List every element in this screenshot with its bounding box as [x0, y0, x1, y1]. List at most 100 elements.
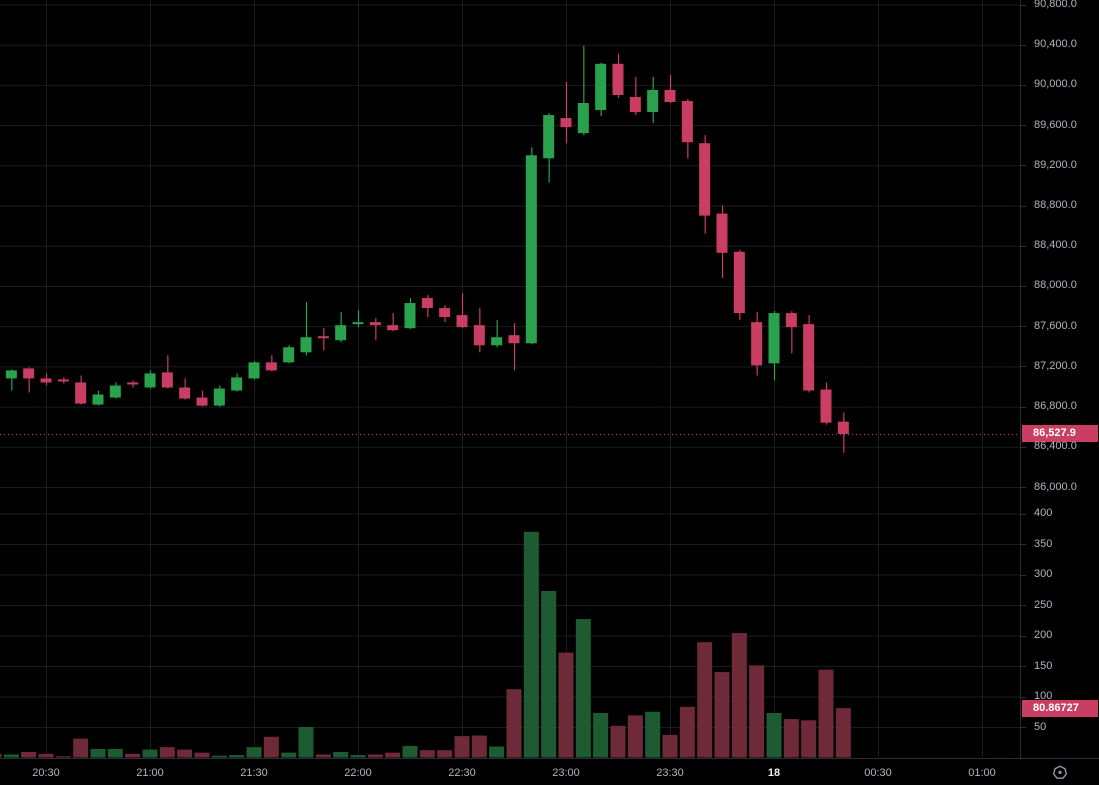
axis-label: 88,800.0 [1034, 199, 1077, 212]
axis-tick [1021, 487, 1026, 488]
volume-bar [523, 531, 539, 758]
axis-tick [1021, 605, 1026, 606]
candle [283, 347, 295, 363]
volume-bar [367, 754, 383, 758]
volume-bar [627, 715, 643, 758]
candle [404, 303, 416, 329]
axis-label: 86,800.0 [1034, 400, 1077, 413]
volume-bar [142, 749, 158, 758]
last-volume-tag: 80.86727 [1022, 699, 1098, 717]
candle [733, 251, 745, 314]
candle [803, 324, 815, 391]
axis-label: 50 [1034, 720, 1047, 733]
volume-bar [766, 712, 782, 758]
axis-label: 87,200.0 [1034, 359, 1077, 372]
volume-bar [818, 669, 834, 758]
candle [92, 394, 104, 405]
time-axis-label: 22:30 [448, 767, 476, 779]
candle [369, 322, 381, 326]
candle [75, 382, 87, 404]
volume-bar [731, 633, 747, 758]
axis-label: 88,000.0 [1034, 279, 1077, 292]
volume-bar [679, 706, 695, 758]
axis-tick [1021, 635, 1026, 637]
volume-bar [801, 720, 817, 758]
candle [647, 89, 659, 113]
candle [577, 103, 589, 134]
candle [785, 313, 797, 328]
candle [751, 322, 763, 366]
axis-tick [1021, 165, 1026, 167]
volume-bar [211, 755, 227, 758]
axis-label: 87,600.0 [1034, 319, 1077, 332]
volume-bar [489, 746, 505, 758]
volume-bar [662, 734, 678, 758]
candle [23, 368, 35, 379]
candle [421, 298, 433, 309]
axis-tick [1021, 4, 1026, 6]
axis-label: 100 [1034, 690, 1053, 702]
chart-canvas[interactable] [0, 0, 1020, 758]
candle [768, 313, 780, 364]
axis-label: 200 [1034, 629, 1053, 641]
volume-bar [21, 752, 37, 758]
volume-bar [506, 689, 522, 758]
candle [248, 362, 260, 379]
axis-tick [1021, 727, 1026, 728]
axis-label: 350 [1034, 537, 1053, 550]
time-axis-label: 01:00 [968, 767, 996, 779]
candle [127, 382, 139, 385]
axis-label: 89,600.0 [1034, 118, 1077, 131]
candle [664, 89, 676, 103]
candle [300, 337, 312, 353]
volume-bar [541, 590, 557, 758]
volume-bar [350, 755, 366, 758]
axis-tick [1021, 666, 1026, 667]
time-axis[interactable]: 20:30 21:00 21:30 22:00 22:30 23:00 23:30 18 00:… [0, 758, 1099, 785]
axis-tick [1021, 574, 1026, 576]
volume-bar [125, 753, 141, 758]
candle [491, 337, 503, 346]
axis-tick [1021, 245, 1026, 247]
volume-bar [194, 752, 210, 758]
price-axis[interactable]: 86,527.9 80.86727 90,800.0 90,400.0 90,000… [1020, 0, 1099, 758]
axis-label: 250 [1034, 598, 1053, 611]
volume-bar [107, 748, 123, 758]
candle [196, 397, 208, 406]
candle [265, 362, 277, 371]
volume-bar [437, 750, 453, 758]
time-axis-settings-icon[interactable] [1050, 763, 1070, 783]
axis-tick [1021, 44, 1026, 46]
time-axis-label: 20:30 [32, 767, 60, 779]
time-axis-label: 23:30 [656, 767, 684, 779]
time-axis-label: 00:30 [864, 767, 892, 779]
time-axis-label: 22:00 [344, 767, 372, 779]
candle [40, 378, 52, 383]
candle [699, 143, 711, 216]
candle [109, 385, 121, 398]
volume-bar [246, 747, 262, 758]
axis-label: 89,200.0 [1034, 158, 1077, 171]
candle [335, 325, 347, 341]
axis-label: 150 [1034, 659, 1053, 672]
volume-bar [593, 712, 609, 758]
candle [595, 63, 607, 111]
volume-bar [177, 749, 193, 758]
volume-bar [55, 756, 71, 758]
volume-bar [402, 745, 418, 758]
candle [543, 115, 555, 159]
volume-bar [298, 727, 314, 758]
axis-label: 90,000.0 [1034, 78, 1077, 91]
volume-bar [835, 708, 851, 758]
volume-bar [749, 665, 765, 758]
candle [5, 370, 17, 379]
candle [352, 322, 364, 325]
candle [560, 118, 572, 128]
candle [161, 372, 173, 388]
volume-bar [90, 748, 106, 758]
axis-tick [1021, 125, 1026, 127]
axis-tick [1021, 446, 1026, 448]
candle [473, 325, 485, 346]
candle [57, 379, 69, 382]
axis-label: 300 [1034, 568, 1053, 580]
